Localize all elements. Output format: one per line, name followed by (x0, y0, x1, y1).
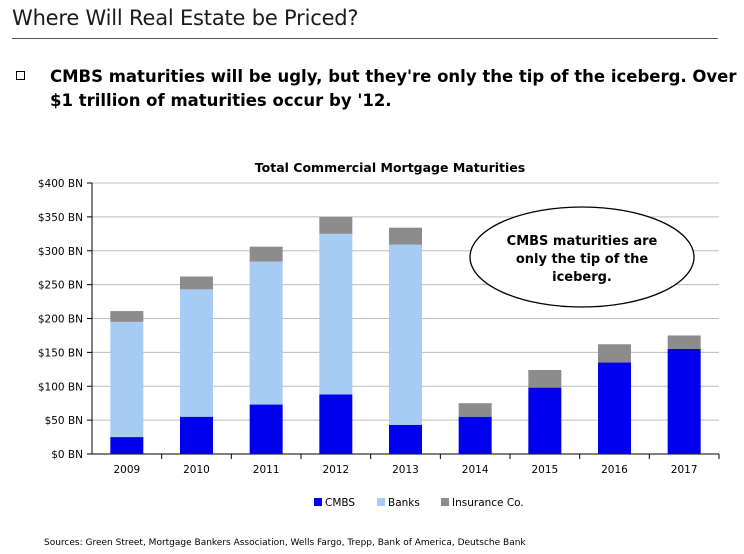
legend-label: CMBS (325, 497, 355, 509)
bar-insurance-co-2013 (389, 227, 422, 245)
bar-cmbs-2015 (528, 387, 562, 454)
x-tick-label: 2016 (601, 464, 628, 476)
legend-label: Banks (388, 497, 420, 509)
legend-swatch (441, 498, 449, 506)
y-tick-label: $0 BN (51, 449, 83, 461)
callout: CMBS maturities are only the tip of the … (469, 206, 695, 308)
bar-cmbs-2017 (667, 348, 701, 454)
bar-banks-2009 (110, 321, 144, 438)
checkbox-bullet-icon (16, 71, 25, 80)
callout-line-1: CMBS maturities are (507, 234, 658, 249)
bar-insurance-co-2011 (249, 246, 283, 262)
y-tick-label: $200 BN (38, 314, 83, 326)
y-tick-label: $50 BN (45, 415, 83, 427)
bar-insurance-co-2010 (180, 276, 213, 290)
callout-line-2: only the tip of the (516, 252, 649, 267)
bar-banks-2012 (319, 233, 353, 395)
y-tick-label: $400 BN (38, 178, 83, 190)
legend-swatch (377, 498, 385, 506)
y-tick-label: $100 BN (38, 381, 83, 393)
bar-insurance-co-2014 (458, 403, 492, 417)
bar-cmbs-2010 (180, 416, 213, 454)
x-tick-label: 2014 (462, 464, 489, 476)
x-tick-label: 2012 (322, 464, 349, 476)
x-tick-label: 2015 (531, 464, 558, 476)
bar-banks-2011 (249, 261, 283, 405)
x-tick-label: 2010 (183, 464, 210, 476)
bar-cmbs-2012 (319, 394, 353, 454)
x-tick-label: 2013 (392, 464, 419, 476)
y-tick-label: $300 BN (38, 246, 83, 258)
callout-line-3: iceberg. (552, 270, 612, 285)
bar-insurance-co-2015 (528, 369, 562, 388)
bar-insurance-co-2009 (110, 311, 144, 322)
callout-ellipse (469, 206, 695, 308)
y-tick-label: $250 BN (38, 280, 83, 292)
bar-banks-2010 (180, 289, 213, 417)
slide-title: Where Will Real Estate be Priced? (12, 6, 359, 30)
bullet-text: CMBS maturities will be ugly, but they'r… (50, 67, 737, 110)
bar-insurance-co-2012 (319, 216, 353, 234)
chart-title: Total Commercial Mortgage Maturities (255, 160, 525, 175)
bar-cmbs-2011 (249, 404, 283, 454)
bar-cmbs-2013 (389, 424, 422, 454)
sources-note: Sources: Green Street, Mortgage Bankers … (44, 538, 526, 548)
bar-insurance-co-2017 (667, 335, 701, 349)
title-divider (12, 38, 718, 39)
y-tick-label: $150 BN (38, 347, 83, 359)
bar-cmbs-2016 (598, 362, 631, 454)
legend-swatch (314, 498, 322, 506)
bar-insurance-co-2016 (598, 344, 631, 363)
x-tick-label: 2011 (253, 464, 280, 476)
x-tick-label: 2017 (671, 464, 698, 476)
bar-cmbs-2009 (110, 437, 144, 454)
bar-cmbs-2014 (458, 416, 492, 454)
bar-banks-2013 (389, 244, 422, 425)
x-tick-label: 2009 (113, 464, 140, 476)
y-tick-label: $350 BN (38, 212, 83, 224)
legend-label: Insurance Co. (452, 497, 524, 509)
